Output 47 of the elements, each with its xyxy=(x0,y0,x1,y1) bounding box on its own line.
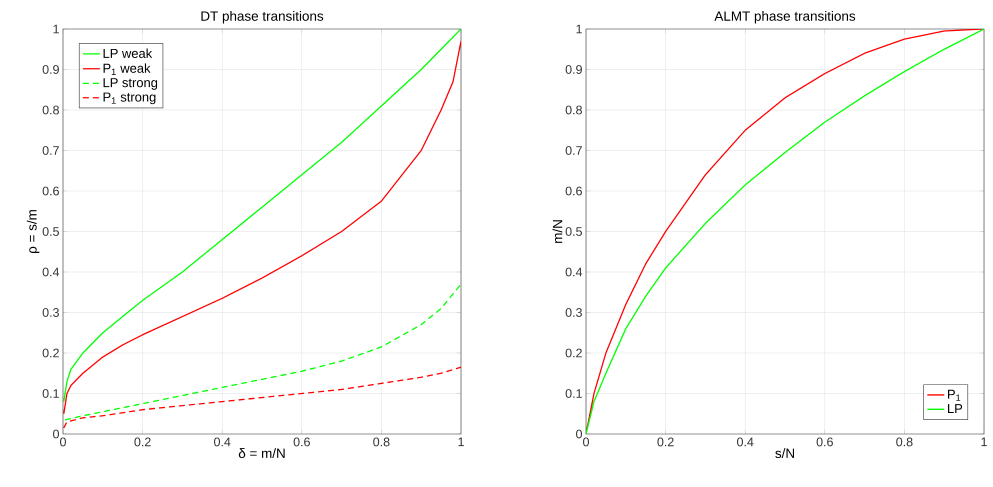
line-series xyxy=(586,28,984,434)
y-tick-label: 0.5 xyxy=(566,227,582,236)
y-tick-label: 0.6 xyxy=(42,186,59,196)
y-tick-label: 0.9 xyxy=(566,65,582,74)
y-axis-title: ρ = s/m xyxy=(26,210,40,253)
legend-label: P$_{1}$ xyxy=(948,390,960,401)
x-tick-label: 0 xyxy=(60,438,66,446)
legend-label: P$_{1}$ strong xyxy=(104,92,156,104)
y-tick-label: 0.6 xyxy=(566,186,582,196)
x-tick-label: 0.8 xyxy=(896,438,913,446)
y-tick-label: 0.8 xyxy=(566,106,582,114)
y-tick-label: 0.7 xyxy=(42,146,59,155)
y-tick-label: 0.1 xyxy=(566,389,582,398)
y-tick-label: 0 xyxy=(53,430,59,438)
y-tick-label: 0.4 xyxy=(566,268,582,276)
x-tick-label: 1 xyxy=(982,438,987,446)
y-axis-title: m/N xyxy=(552,220,562,243)
y-tick-label: 0.9 xyxy=(42,65,59,74)
y-tick-label: 0.2 xyxy=(566,348,582,358)
y-tick-label: 1 xyxy=(54,24,59,34)
y-tick-label: 0.1 xyxy=(42,389,59,398)
x-tick-label: 0.6 xyxy=(816,438,833,446)
legend-label: P$_{1}$ weak xyxy=(104,63,151,75)
y-tick-label: 0.3 xyxy=(42,308,59,317)
y-tick-label: 0.3 xyxy=(566,308,582,317)
legend-label: LP xyxy=(948,404,962,414)
x-tick-label: 0.6 xyxy=(294,438,310,446)
y-tick-label: 0.2 xyxy=(42,348,59,358)
x-tick-label: 0.2 xyxy=(657,438,674,446)
chart-title: DT phase transitions xyxy=(201,10,324,24)
y-tick-label: 1 xyxy=(576,24,582,34)
y-tick-label: 0.4 xyxy=(42,268,60,276)
x-tick-label: 0.4 xyxy=(737,438,754,446)
legend-label: LP weak xyxy=(104,48,152,58)
y-tick-label: 0.8 xyxy=(42,106,59,114)
legend-label: LP strong xyxy=(104,78,158,90)
chart-title: ALMT phase transitions xyxy=(714,10,856,24)
y-tick-label: 0 xyxy=(576,430,582,438)
x-axis-title: δ = m/N xyxy=(238,448,285,458)
x-tick-label: 0.8 xyxy=(373,438,390,446)
x-tick-label: 0.4 xyxy=(214,438,230,446)
x-tick-label: 0 xyxy=(583,438,589,446)
y-tick-label: 0.7 xyxy=(566,146,582,155)
y-tick-label: 0.5 xyxy=(42,227,59,236)
x-axis-title: s/N xyxy=(775,448,794,458)
x-tick-label: 0.2 xyxy=(134,438,151,446)
x-tick-label: 1 xyxy=(458,438,464,446)
